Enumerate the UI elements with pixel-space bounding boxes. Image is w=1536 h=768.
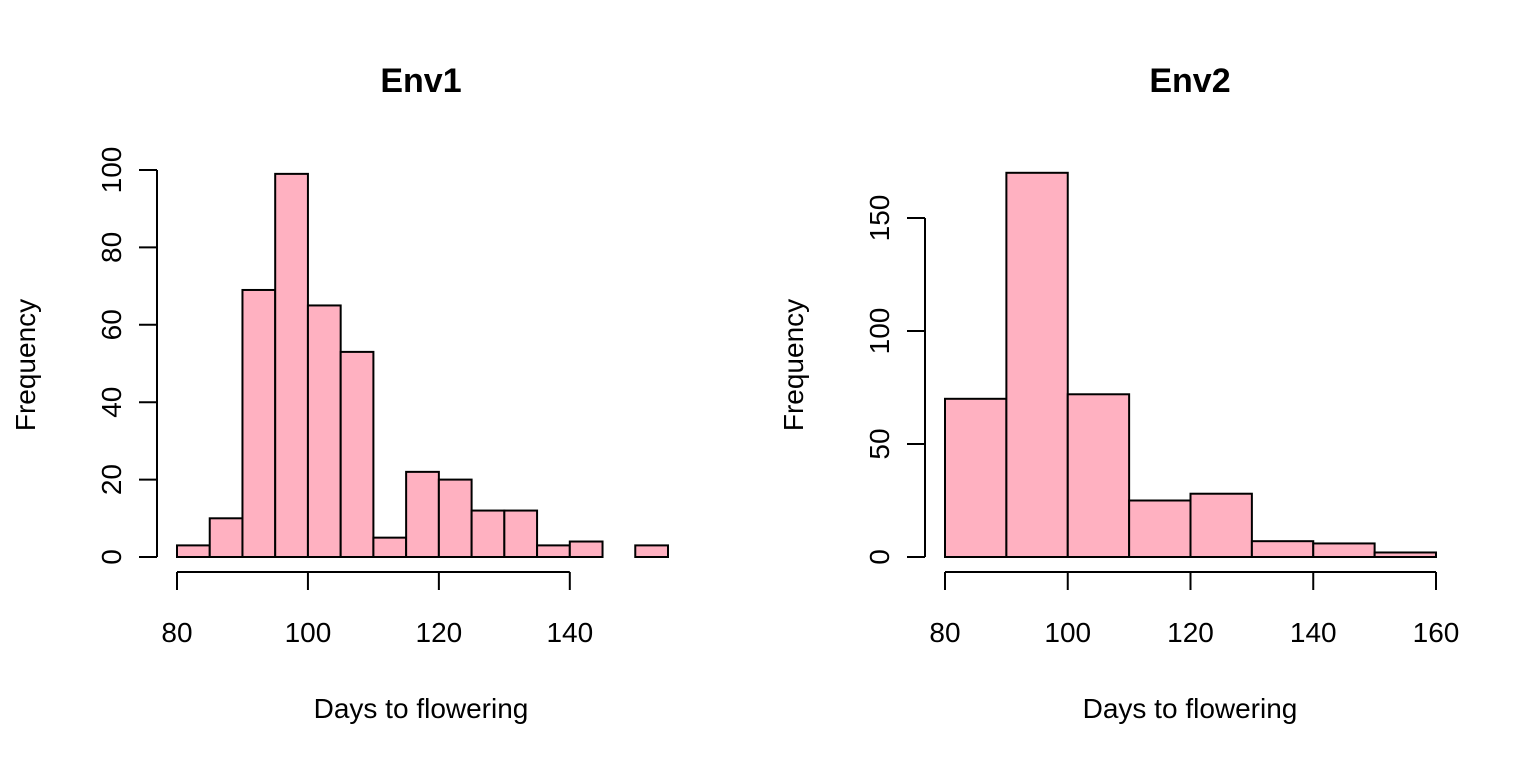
bars [176,172,669,559]
chart-title: Env2 [1149,62,1230,100]
histogram-bar [634,544,669,559]
histogram-bar [405,470,440,558]
x-tick-label: 120 [416,617,463,648]
chart-title: Env1 [380,62,461,100]
x-tick-label: 80 [161,617,192,648]
x-axis-label: Days to flowering [314,693,529,724]
y-axis: 0 20 40 60 80 100 [96,147,158,565]
x-axis: 80 100 120 140 160 [929,571,1460,648]
x-tick-label: 160 [1413,617,1460,648]
bars [944,171,1437,559]
y-axis-label: Frequency [778,299,809,431]
x-tick-label: 140 [1290,617,1337,648]
x-tick-label: 120 [1167,617,1214,648]
histogram-bar [208,517,244,558]
histogram-bar [1373,551,1437,558]
y-tick-label: 50 [864,428,895,459]
y-tick-label: 40 [96,387,127,418]
x-tick-label: 80 [929,617,960,648]
y-tick-label: 0 [864,549,895,565]
histogram-bar [339,350,375,559]
y-tick-label: 150 [864,195,895,242]
histogram-bar [1005,171,1069,559]
x-axis-label: Days to flowering [1083,693,1298,724]
y-tick-label: 0 [96,549,127,565]
histogram-bar [241,288,277,558]
histogram-bar [306,304,342,559]
histogram-bar [1189,492,1253,558]
histogram-bar [1312,542,1376,559]
histogram-bar [503,509,539,558]
histogram-bar [1066,393,1131,558]
y-tick-label: 100 [96,147,127,194]
y-tick-label: 20 [96,464,127,495]
histogram-bar [944,397,1008,558]
y-tick-label: 100 [864,308,895,355]
x-tick-label: 140 [546,617,593,648]
histogram-bar [372,536,408,559]
y-axis-label: Frequency [10,299,41,431]
histogram-bar [1128,499,1192,558]
histogram-bar [568,540,604,559]
x-tick-label: 100 [1044,617,1091,648]
x-tick-label: 100 [285,617,332,648]
histogram-bar [470,509,506,558]
x-axis: 80 100 120 140 [161,571,593,648]
histogram-panel-env1: Env1 Frequency Days to flowering 0 20 40 60… [10,62,669,724]
histogram-bar [1250,540,1315,558]
y-tick-label: 80 [96,232,127,263]
y-axis: 0 50 100 150 [864,195,926,565]
histogram-bar [176,544,211,559]
y-tick-label: 60 [96,309,127,340]
histogram-bar [274,172,309,558]
histogram-bar [437,478,473,559]
histogram-panel-env2: Env2 Frequency Days to flowering 0 50 100 1… [778,62,1459,724]
histogram-bar [536,544,571,559]
